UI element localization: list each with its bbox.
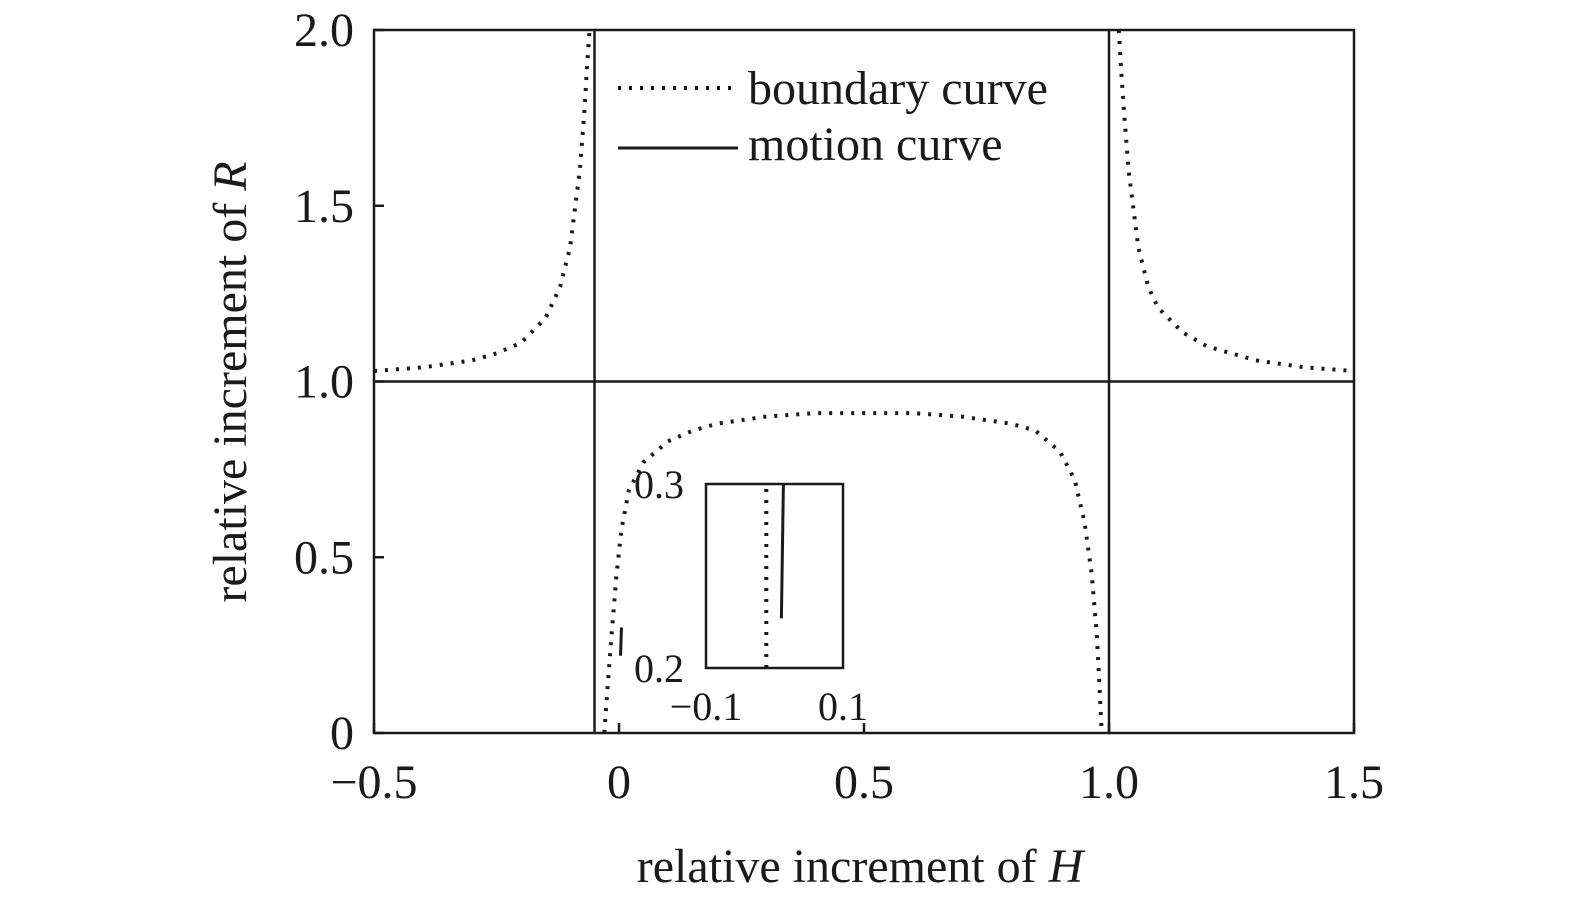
legend-motion-label: motion curve <box>748 118 1003 171</box>
y-tick-label: 1.5 <box>294 180 354 233</box>
x-tick-label: 0.5 <box>834 756 894 809</box>
legend: boundary curve motion curve <box>618 62 1048 171</box>
legend-boundary-label: boundary curve <box>748 62 1048 115</box>
main-series <box>374 30 1354 733</box>
y-axis: 0 0.5 1.0 1.5 2.0 <box>294 4 384 760</box>
inset-y-tick-label: 0.2 <box>634 646 684 691</box>
x-tick-label: 1.5 <box>1324 756 1384 809</box>
y-tick-label: 0.5 <box>294 531 354 584</box>
inset-x-tick-label: −0.1 <box>670 684 743 729</box>
reference-lines <box>374 30 1354 733</box>
inset-y-tick-label: 0.3 <box>634 462 684 507</box>
x-tick-label: 0 <box>607 756 631 809</box>
y-axis-title: relative increment of R <box>204 161 257 602</box>
inset-background <box>706 484 843 668</box>
x-tick-label: −0.5 <box>330 756 417 809</box>
inset-chart: −0.1 0.1 0.2 0.3 <box>634 462 868 729</box>
x-axis-title: relative increment of H <box>637 840 1086 893</box>
y-tick-label: 2.0 <box>294 4 354 57</box>
inset-y-axis: 0.2 0.3 <box>634 462 684 691</box>
inset-x-axis: −0.1 0.1 <box>670 684 868 729</box>
inset-series <box>764 484 785 668</box>
y-tick-label: 0 <box>330 707 354 760</box>
y-tick-label: 1.0 <box>294 356 354 409</box>
inset-x-tick-label: 0.1 <box>818 684 868 729</box>
inset-frame <box>704 482 845 670</box>
x-axis: −0.5 0 0.5 1.0 1.5 <box>330 723 1384 809</box>
motion-curve <box>619 627 623 656</box>
x-tick-label: 1.0 <box>1079 756 1139 809</box>
inset-motion-curve <box>779 484 785 619</box>
boundary-curve <box>374 30 592 373</box>
boundary-curve <box>1116 30 1354 373</box>
